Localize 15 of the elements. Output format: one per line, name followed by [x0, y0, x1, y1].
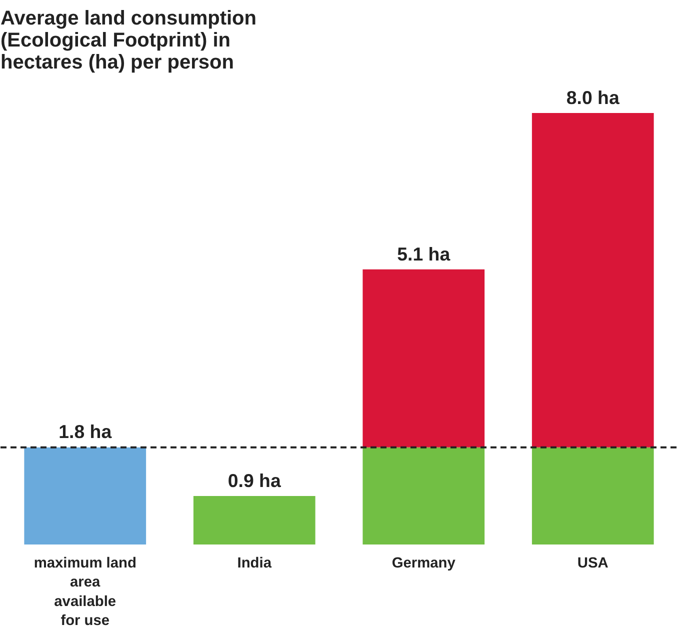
bar: [362, 269, 485, 448]
x-tick-label: USA: [577, 556, 609, 572]
data-label: 1.8 ha: [58, 421, 112, 442]
total-label: 8.0 ha: [566, 86, 620, 108]
bar: [362, 447, 485, 544]
bar: [532, 113, 654, 448]
bar: [532, 447, 654, 544]
chart-title: Average land consumption (Ecological Footprint) in hectares (ha) per person: [0, 8, 256, 74]
total-label: 5.1 ha: [397, 243, 451, 264]
bar: [193, 496, 316, 544]
x-tick-label: maximum land area available for use: [34, 556, 136, 630]
x-tick-label: Germany: [392, 556, 456, 572]
data-label: 0.9 ha: [228, 470, 282, 491]
x-tick-label: India: [237, 556, 272, 572]
bar: [24, 447, 146, 544]
